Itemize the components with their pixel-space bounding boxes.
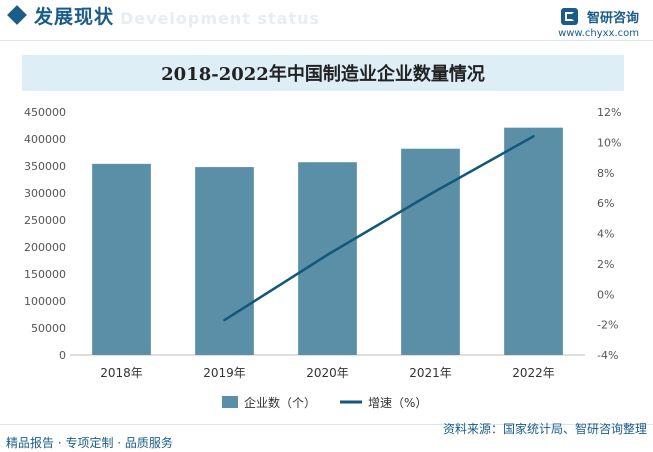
y-right-tick-label: 8% [597, 167, 614, 180]
y-left-tick-label: 200000 [24, 241, 66, 254]
bar [504, 127, 563, 355]
x-tick-label: 2019年 [203, 366, 246, 380]
legend-line-label: 增速（%） [368, 396, 427, 410]
header: 发展现状 Development status 智研咨询 www.chyxx.c… [0, 0, 653, 44]
legend-bar-swatch [222, 396, 238, 408]
brand: 智研咨询 www.chyxx.com [558, 6, 639, 39]
y-left-tick-label: 250000 [24, 214, 66, 227]
x-tick-label: 2018年 [100, 366, 143, 380]
y-left-tick-label: 50000 [31, 322, 66, 335]
y-right-tick-label: 4% [597, 228, 614, 241]
y-left-tick-label: 300000 [24, 187, 66, 200]
legend-bar-label: 企业数（个） [244, 395, 316, 410]
x-tick-label: 2022年 [512, 366, 555, 380]
y-right-tick-label: 12% [597, 106, 621, 119]
footer-divider [0, 424, 653, 425]
x-tick-label: 2020年 [306, 366, 349, 380]
y-left-tick-label: 150000 [24, 268, 66, 281]
brand-name: 智研咨询 [586, 11, 639, 26]
section-title: 发展现状 [34, 6, 115, 28]
y-left-tick-label: 450000 [24, 106, 66, 119]
brand-url: www.chyxx.com [558, 28, 639, 39]
section-subtitle-watermark: Development status [120, 9, 321, 28]
bar [92, 163, 151, 355]
y-left-tick-label: 400000 [24, 133, 66, 146]
bar [195, 167, 254, 355]
y-left-tick-label: 0 [59, 349, 66, 362]
chart-title-box: 2018-2022年中国制造业企业数量情况 [22, 55, 624, 91]
y-right-tick-label: -4% [597, 349, 618, 362]
data-source: 资料来源：国家统计局、智研咨询整理 [442, 422, 647, 436]
y-right-tick-label: 10% [597, 136, 621, 149]
bar [401, 148, 460, 355]
growth-line-segment [326, 192, 432, 257]
footer: 精品报告 · 专项定制 · 品质服务 资料来源：国家统计局、智研咨询整理 [0, 422, 653, 452]
y-left-tick-label: 100000 [24, 295, 66, 308]
chart-title: 2018-2022年中国制造业企业数量情况 [161, 64, 485, 85]
bar [298, 162, 357, 355]
y-right-tick-label: 2% [597, 258, 614, 271]
footer-slogan: 精品报告 · 专项定制 · 品质服务 [6, 436, 173, 450]
growth-line-segment [429, 135, 535, 196]
growth-line-segment [223, 253, 329, 322]
header-divider [0, 40, 653, 41]
y-right-tick-label: -2% [597, 319, 618, 332]
x-tick-label: 2021年 [409, 366, 452, 380]
y-right-tick-label: 0% [597, 288, 614, 301]
y-right-tick-label: 6% [597, 197, 614, 210]
y-left-tick-label: 350000 [24, 160, 66, 173]
brand-logo-icon [560, 8, 578, 25]
